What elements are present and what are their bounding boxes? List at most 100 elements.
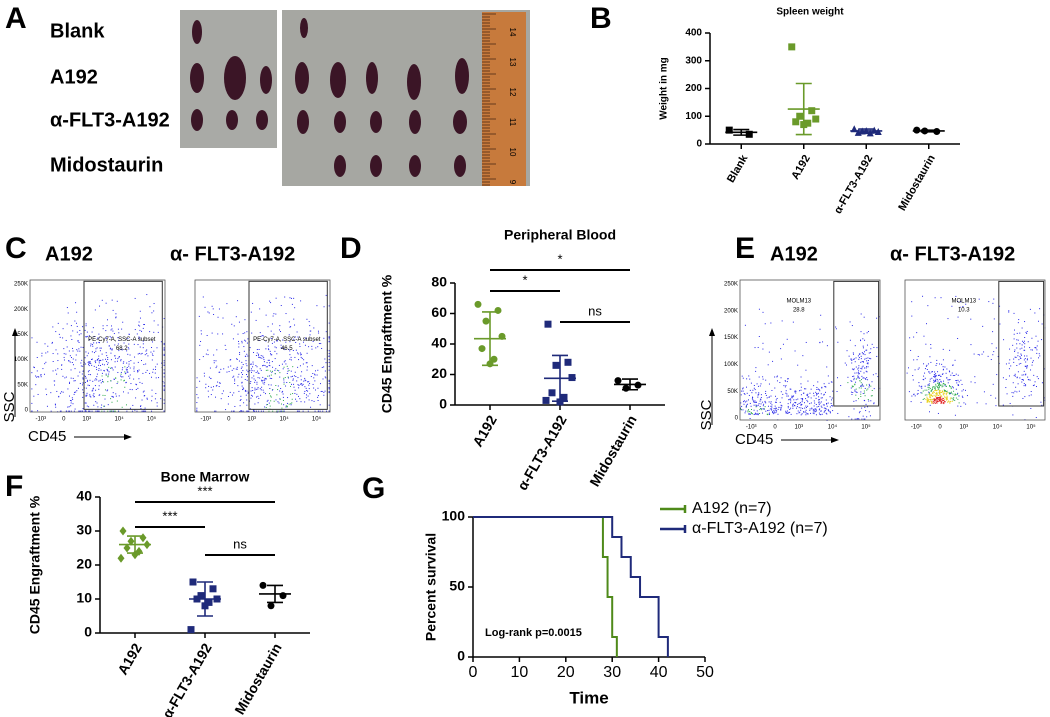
event-dot <box>1012 395 1014 397</box>
event-dot <box>205 383 207 385</box>
event-dot <box>79 329 81 331</box>
event-dot <box>72 364 74 366</box>
point <box>494 306 502 314</box>
event-dot <box>953 390 955 392</box>
event-dot <box>70 410 72 412</box>
event-dot <box>936 394 938 396</box>
event-dot <box>297 353 299 355</box>
event-dot <box>245 360 247 362</box>
event-dot <box>246 404 248 406</box>
event-dot <box>92 388 94 390</box>
event-dot <box>869 352 871 354</box>
event-dot <box>87 410 89 412</box>
event-dot <box>323 337 325 339</box>
event-dot <box>139 406 141 408</box>
event-dot <box>256 383 258 385</box>
event-dot <box>256 366 258 368</box>
event-dot <box>313 327 315 329</box>
x-tick-label: 10⁴ <box>993 424 1003 431</box>
event-dot <box>295 376 297 378</box>
event-dot <box>254 392 256 394</box>
event-dot <box>940 380 942 382</box>
event-dot <box>938 394 940 396</box>
event-dot <box>35 384 37 386</box>
event-dot <box>61 368 63 370</box>
event-dot <box>750 408 752 410</box>
event-dot <box>1036 345 1038 347</box>
event-dot <box>860 382 862 384</box>
event-dot <box>139 317 141 319</box>
event-dot <box>317 330 319 332</box>
event-dot <box>245 394 247 396</box>
event-dot <box>110 359 112 361</box>
event-dot <box>793 395 795 397</box>
event-dot <box>787 378 789 380</box>
event-dot <box>939 397 941 399</box>
event-dot <box>267 375 269 377</box>
event-dot <box>808 396 810 398</box>
event-dot <box>813 395 815 397</box>
event-dot <box>284 296 286 298</box>
event-dot <box>947 401 949 403</box>
event-dot <box>802 398 804 400</box>
event-dot <box>938 397 940 399</box>
event-dot <box>117 358 119 360</box>
x-tick-label: 0 <box>938 425 942 431</box>
event-dot <box>266 362 268 364</box>
event-dot <box>264 406 266 408</box>
event-dot <box>956 393 958 395</box>
event-dot <box>853 358 855 360</box>
event-dot <box>145 371 147 373</box>
event-dot <box>945 397 947 399</box>
point <box>745 130 753 138</box>
event-dot <box>99 360 101 362</box>
x-tick-label: 50 <box>696 664 714 681</box>
event-dot <box>261 379 263 381</box>
event-dot <box>744 393 746 395</box>
event-dot <box>987 355 989 357</box>
event-dot <box>252 366 254 368</box>
event-dot <box>1020 362 1022 364</box>
event-dot <box>96 359 98 361</box>
event-dot <box>72 358 74 360</box>
event-dot <box>196 386 198 388</box>
event-dot <box>288 403 290 405</box>
event-dot <box>112 392 114 394</box>
event-dot <box>227 403 229 405</box>
event-dot <box>852 375 854 377</box>
event-dot <box>982 325 984 327</box>
event-dot <box>850 380 852 382</box>
event-dot <box>313 400 315 402</box>
event-dot <box>746 392 748 394</box>
event-dot <box>786 393 788 395</box>
event-dot <box>233 375 235 377</box>
y-tick-label: 100K <box>724 362 738 368</box>
event-dot <box>934 399 936 401</box>
event-dot <box>949 385 951 387</box>
event-dot <box>949 392 951 394</box>
event-dot <box>966 395 968 397</box>
event-dot <box>748 399 750 401</box>
event-dot <box>760 394 762 396</box>
event-dot <box>859 377 861 379</box>
event-dot <box>792 407 794 409</box>
event-dot <box>962 306 964 308</box>
event-dot <box>1024 396 1026 398</box>
event-dot <box>94 309 96 311</box>
event-dot <box>98 385 100 387</box>
event-dot <box>272 410 274 412</box>
x-tick-label: 10⁴ <box>828 424 838 431</box>
event-dot <box>151 312 153 314</box>
event-dot <box>270 396 272 398</box>
event-dot <box>958 402 960 404</box>
event-dot <box>922 295 924 297</box>
event-dot <box>241 382 243 384</box>
event-dot <box>74 380 76 382</box>
event-dot <box>88 365 90 367</box>
event-dot <box>70 402 72 404</box>
event-dot <box>290 297 292 299</box>
y-tick-label: 300 <box>685 55 702 66</box>
event-dot <box>88 384 90 386</box>
event-dot <box>265 340 267 342</box>
event-dot <box>947 382 949 384</box>
